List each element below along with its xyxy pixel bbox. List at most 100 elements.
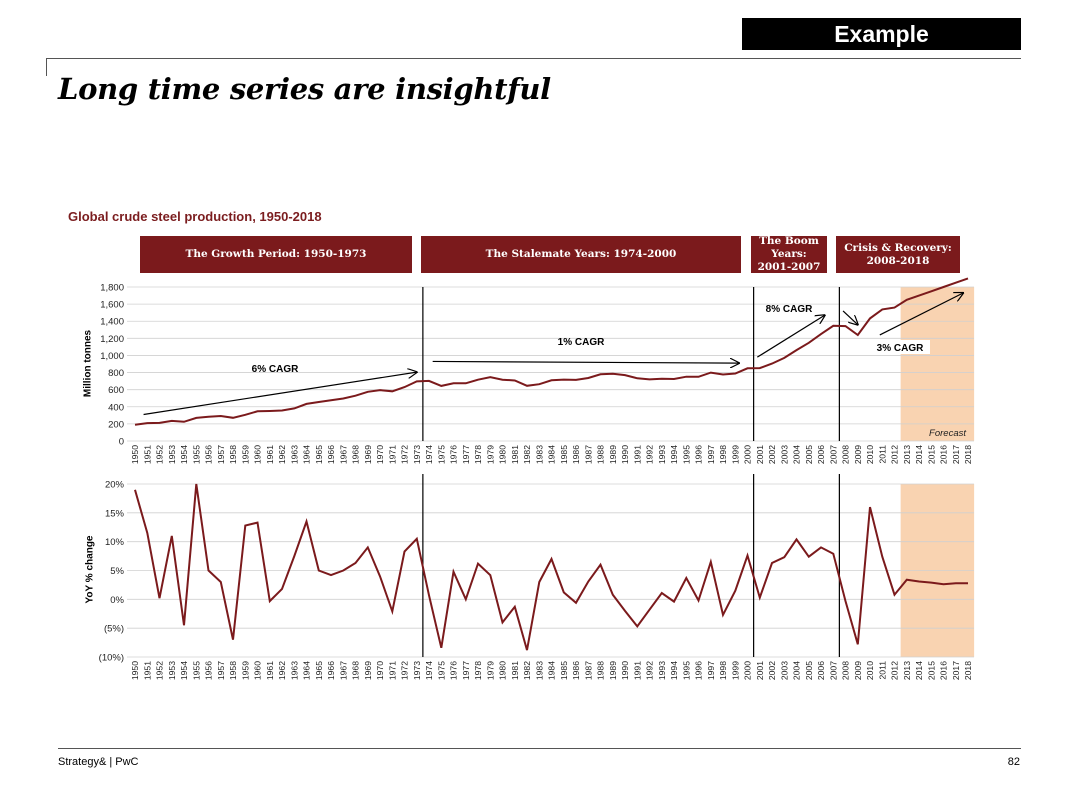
top-year-tick-label: 1963 [289,445,299,464]
bottom-year-tick-label: 2010 [865,661,875,680]
top-year-tick-label: 2010 [865,445,875,464]
top-ytick-label: 1,400 [100,317,124,328]
footer-rule [58,748,1021,749]
forecast-shade-top [900,287,975,441]
top-year-tick-label: 1992 [645,445,655,464]
top-year-tick-label: 1980 [498,445,508,464]
bottom-year-tick-label: 1990 [620,661,630,680]
footer-source: Strategy& | PwC [58,756,139,768]
top-year-tick-label: 1981 [510,445,520,464]
top-year-tick-label: 2013 [902,445,912,464]
bottom-year-tick-label: 1987 [583,661,593,680]
bottom-year-tick-label: 2017 [951,661,961,680]
bottom-year-tick-label: 1973 [412,661,422,680]
cagr-label: 3% CAGR [877,343,924,354]
top-year-tick-label: 1988 [596,445,606,464]
bottom-ytick-label: (5%) [104,624,124,635]
top-ytick-label: 600 [108,385,124,396]
bottom-year-tick-label: 1977 [461,661,471,680]
bottom-year-tick-label: 1955 [191,661,201,680]
bottom-year-tick-label: 2018 [963,661,973,680]
bottom-year-tick-label: 2011 [877,661,887,680]
bottom-year-tick-label: 2013 [902,661,912,680]
bottom-ytick-label: 0% [110,595,124,606]
top-year-tick-label: 2012 [890,445,900,464]
chart-title: Global crude steel production, 1950-2018 [68,209,322,224]
bottom-year-tick-label: 1964 [302,661,312,680]
period-banner-stalemate: The Stalemate Years: 1974-2000 [421,236,741,273]
bottom-year-tick-label: 2006 [816,661,826,680]
top-year-tick-label: 2005 [804,445,814,464]
bottom-year-tick-label: 2016 [939,661,949,680]
bottom-year-tick-label: 1999 [730,661,740,680]
top-year-tick-label: 1970 [375,445,385,464]
cagr-arrow [143,372,417,416]
bottom-year-tick-label: 2001 [755,661,765,680]
bottom-year-tick-label: 2007 [828,661,838,680]
header-rule [46,58,1021,59]
period-banner-crisis: Crisis & Recovery: 2008-2018 [836,236,960,273]
top-year-tick-label: 2008 [841,445,851,464]
top-year-tick-label: 1978 [473,445,483,464]
bottom-year-tick-label: 1997 [706,661,716,680]
cagr-label: 8% CAGR [766,304,813,315]
bottom-year-tick-label: 2002 [767,661,777,680]
bottom-year-tick-label: 1994 [669,661,679,680]
top-year-tick-label: 2015 [926,445,936,464]
bottom-year-tick-label: 2005 [804,661,814,680]
top-year-tick-label: 1999 [730,445,740,464]
top-year-tick-label: 1982 [522,445,532,464]
top-year-tick-label: 2016 [939,445,949,464]
top-year-tick-label: 1971 [387,445,397,464]
top-year-tick-label: 2001 [755,445,765,464]
top-year-tick-label: 1998 [718,445,728,464]
header-rule-tick [46,58,47,76]
top-year-tick-label: 1979 [485,445,495,464]
cagr-label: 6% CAGR [252,364,299,375]
bottom-year-tick-label: 1992 [645,661,655,680]
top-ytick-label: 1,200 [100,334,124,345]
top-year-tick-label: 1961 [265,445,275,464]
bottom-year-tick-label: 1953 [167,661,177,680]
yoy-change-line [134,483,968,651]
top-year-tick-label: 1976 [449,445,459,464]
top-year-tick-label: 1959 [240,445,250,464]
bottom-year-tick-label: 2009 [853,661,863,680]
bottom-ytick-label: (10%) [99,653,124,664]
bottom-year-tick-label: 1976 [449,661,459,680]
top-year-tick-label: 1975 [436,445,446,464]
top-year-tick-label: 2018 [963,445,973,464]
bottom-year-tick-label: 1988 [596,661,606,680]
top-ytick-label: 400 [108,402,124,413]
bottom-ytick-label: 10% [105,537,125,548]
cagr-arrow [432,361,739,363]
top-year-tick-label: 2003 [779,445,789,464]
top-year-tick-label: 2006 [816,445,826,464]
bottom-year-tick-label: 1961 [265,661,275,680]
bottom-year-tick-label: 1959 [240,661,250,680]
bottom-year-tick-label: 1960 [253,661,263,680]
top-year-tick-label: 1983 [534,445,544,464]
bottom-year-tick-label: 1963 [289,661,299,680]
bottom-ytick-label: 5% [110,566,124,577]
top-year-tick-label: 1977 [461,445,471,464]
bottom-year-tick-label: 1951 [142,661,152,680]
bottom-year-tick-label: 2012 [890,661,900,680]
bottom-year-tick-label: 1975 [436,661,446,680]
top-year-tick-label: 1996 [694,445,704,464]
bottom-year-tick-label: 1989 [608,661,618,680]
page-number: 82 [1007,756,1020,768]
top-year-tick-label: 1994 [669,445,679,464]
top-ytick-label: 1,000 [100,351,124,362]
bottom-ytick-label: 15% [105,508,125,519]
top-ytick-label: 0 [119,437,124,448]
example-tag: Example [742,18,1021,50]
top-year-tick-label: 1956 [204,445,214,464]
top-year-tick-label: 2011 [877,445,887,464]
bottom-year-tick-label: 1982 [522,661,532,680]
top-year-tick-label: 1960 [253,445,263,464]
slide-title: Long time series are insightful [58,72,551,106]
production-line [134,277,969,426]
top-year-tick-label: 2000 [743,445,753,464]
